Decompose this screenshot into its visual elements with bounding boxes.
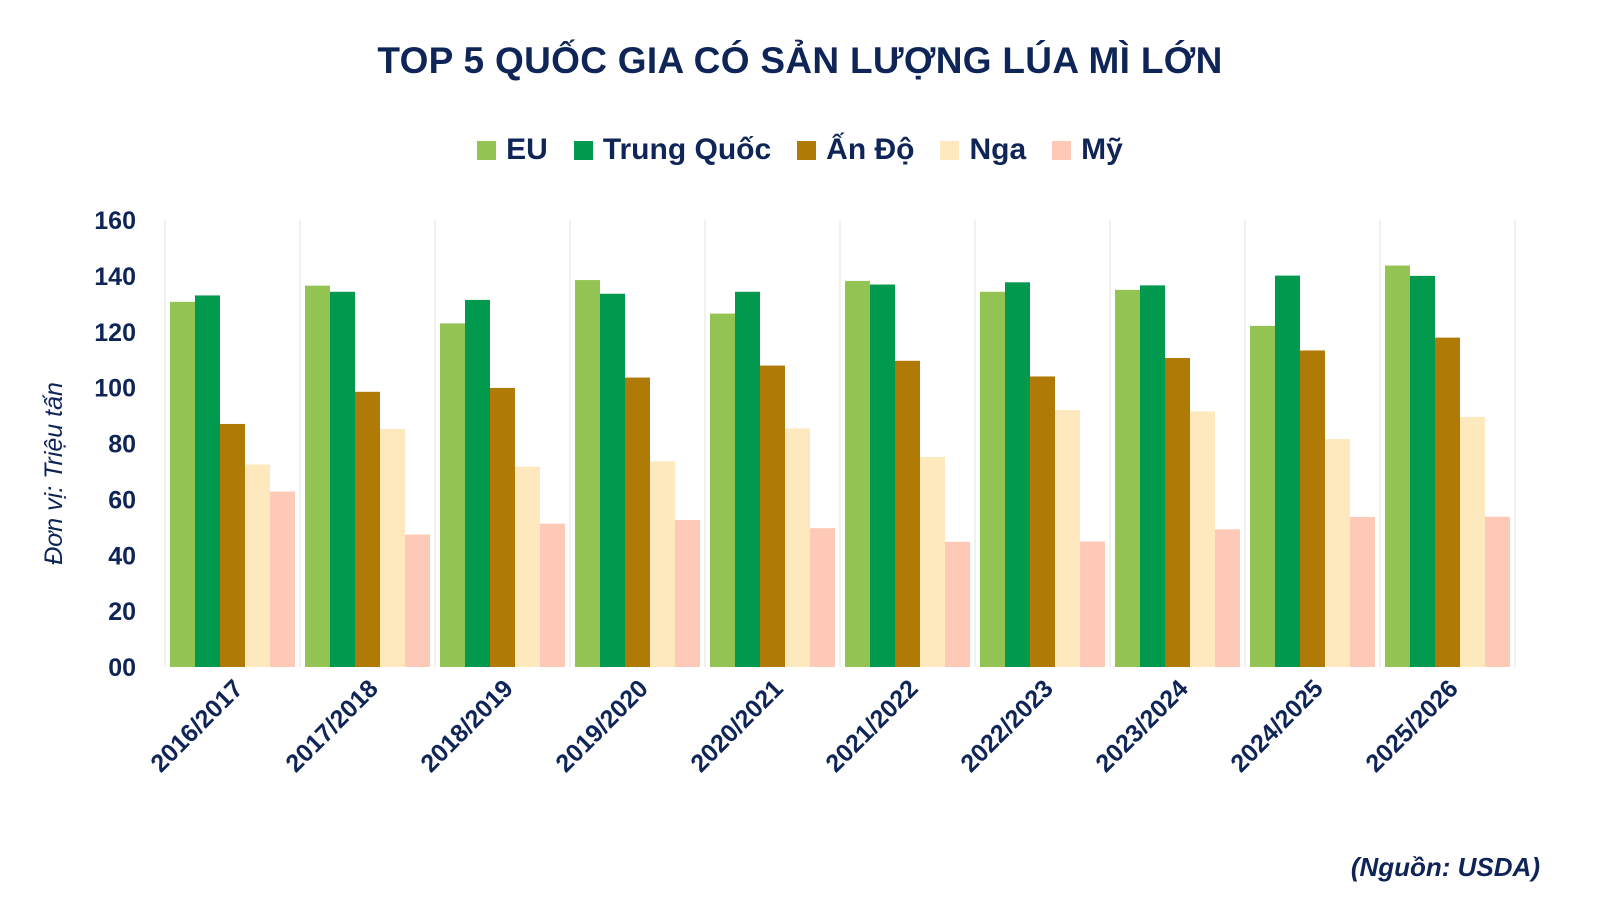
x-tick-label: 2022/2023	[955, 674, 1058, 777]
bar	[845, 280, 870, 667]
y-tick-label: 00	[108, 654, 136, 682]
x-tick-label: 2020/2021	[685, 674, 788, 777]
legend-label: Mỹ	[1081, 133, 1123, 166]
bar	[540, 523, 565, 667]
bar	[920, 456, 945, 667]
bar	[675, 520, 700, 667]
y-tick-label: 60	[108, 486, 136, 514]
bar	[1140, 285, 1165, 667]
y-tick-label: 80	[108, 431, 136, 459]
legend-item: Ấn Độ	[797, 133, 914, 167]
bar	[1080, 541, 1105, 667]
bar	[1215, 529, 1240, 667]
bar	[1350, 516, 1375, 667]
x-tick-label: 2025/2026	[1360, 674, 1463, 777]
legend-label: Ấn Độ	[826, 133, 915, 166]
legend-item: Mỹ	[1052, 133, 1123, 167]
bar	[1300, 350, 1325, 667]
bar	[895, 360, 920, 667]
legend-item: EU	[477, 133, 548, 167]
bar	[245, 464, 270, 667]
bar	[405, 534, 430, 667]
bar	[1115, 289, 1140, 667]
legend-swatch	[797, 140, 817, 160]
bar	[760, 365, 785, 667]
chart-legend: EU Trung Quốc Ấn Độ Nga Mỹ	[0, 133, 1600, 167]
legend-swatch	[477, 140, 497, 160]
y-tick-label: 20	[108, 598, 136, 626]
bar	[515, 466, 540, 667]
bar	[1325, 439, 1350, 667]
bar	[195, 295, 220, 667]
bar	[575, 280, 600, 667]
legend-label: EU	[506, 133, 548, 166]
x-tick-label: 2016/2017	[145, 674, 248, 777]
bar	[1030, 376, 1055, 667]
bar	[980, 291, 1005, 667]
bar	[1005, 282, 1030, 667]
bar	[380, 428, 405, 667]
bar	[625, 377, 650, 667]
bar	[1190, 411, 1215, 667]
bar	[1485, 516, 1510, 667]
y-tick-label: 40	[108, 542, 136, 570]
bar	[1275, 275, 1300, 667]
bar	[1055, 409, 1080, 667]
source-note: (Nguồn: USDA)	[1350, 852, 1540, 882]
bar	[735, 291, 760, 667]
y-tick-label: 160	[94, 207, 136, 235]
bar	[945, 541, 970, 667]
bar	[220, 423, 245, 667]
bar	[1410, 275, 1435, 667]
bar	[710, 313, 735, 667]
bar	[440, 323, 465, 667]
bar	[355, 391, 380, 667]
y-tick-label: 120	[94, 319, 136, 347]
bar	[1250, 325, 1275, 667]
x-tick-label: 2024/2025	[1225, 674, 1328, 777]
bar	[170, 301, 195, 667]
bar	[870, 284, 895, 667]
legend-swatch	[1052, 140, 1072, 160]
bar	[650, 461, 675, 667]
bar	[270, 491, 295, 667]
x-tick-label: 2018/2019	[415, 674, 518, 777]
legend-item: Trung Quốc	[573, 133, 772, 167]
bar	[1460, 416, 1485, 667]
y-axis-title: Đơn vị: Triệu tấn	[40, 382, 68, 565]
bar	[330, 291, 355, 667]
legend-swatch	[940, 140, 960, 160]
y-tick-label: 140	[94, 263, 136, 291]
legend-label: Nga	[969, 133, 1027, 166]
bar	[1385, 265, 1410, 667]
x-tick-label: 2019/2020	[550, 674, 653, 777]
bar	[490, 387, 515, 667]
bar	[785, 428, 810, 667]
bar	[305, 285, 330, 667]
x-tick-label: 2021/2022	[820, 674, 923, 777]
legend-swatch	[573, 140, 593, 160]
bar	[1435, 337, 1460, 667]
y-tick-label: 100	[94, 375, 136, 403]
x-tick-label: 2017/2018	[280, 674, 383, 777]
legend-item: Nga	[940, 133, 1026, 167]
bar	[465, 299, 490, 667]
bar	[600, 293, 625, 667]
legend-label: Trung Quốc	[602, 133, 772, 166]
x-tick-label: 2023/2024	[1090, 674, 1193, 777]
bar	[810, 528, 835, 667]
bar	[1165, 358, 1190, 667]
chart-title: TOP 5 QUỐC GIA CÓ SẢN LƯỢNG LÚA MÌ LỚN	[377, 40, 1223, 81]
